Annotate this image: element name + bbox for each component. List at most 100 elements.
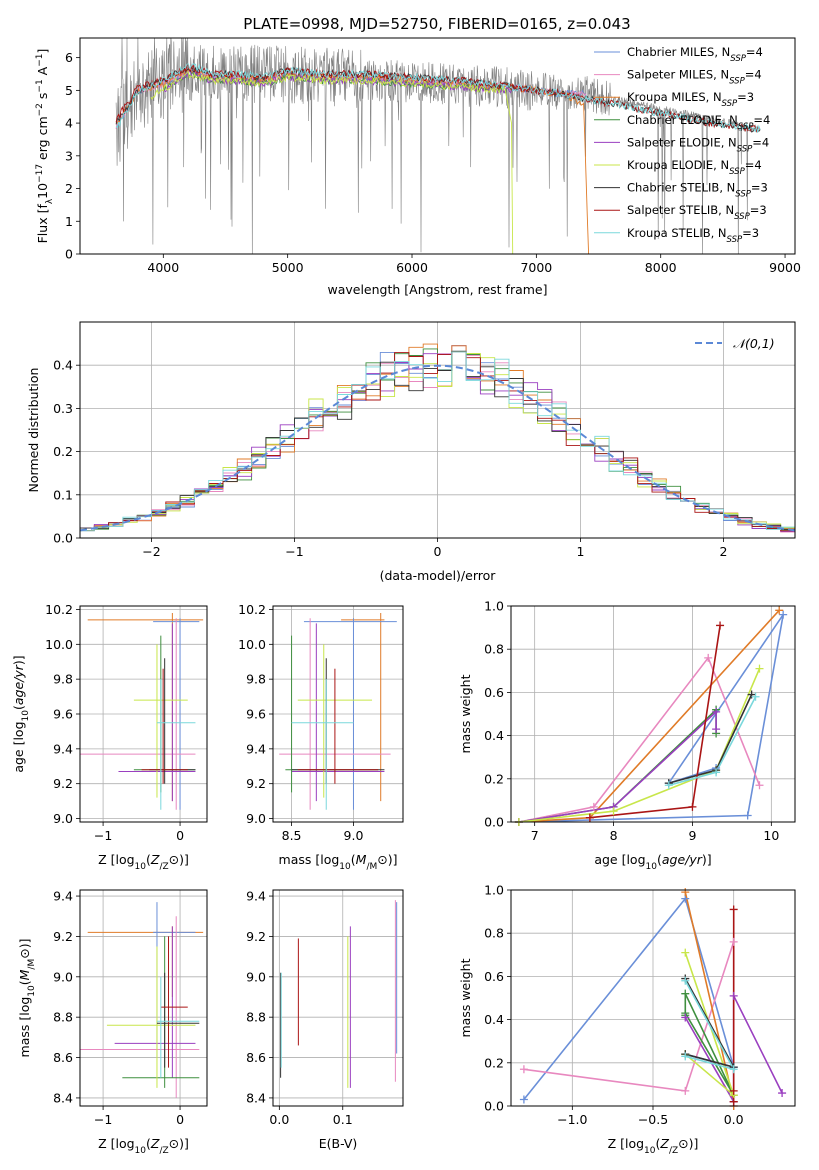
y-tick-label: 10.2 (45, 602, 73, 617)
x-tick-label: 0 (176, 1112, 184, 1127)
y-tick-label: 3 (65, 148, 73, 163)
axes-frame (79, 889, 208, 1107)
y-tick-label: 0.4 (53, 358, 73, 373)
x-tick-label: −1 (94, 1112, 112, 1127)
legend-entry: Chabrier MILES, NSSP=4 (627, 45, 763, 64)
weight-marker (729, 991, 738, 1000)
model-line-6 (150, 70, 514, 254)
axes-frame (272, 605, 404, 823)
y-axis-label: mass weight (458, 674, 473, 753)
y-axis-label: age [log10(age/yr)] (11, 655, 31, 772)
weight-marker (755, 781, 764, 790)
axes-frame (79, 37, 796, 255)
x-tick-label: 0.0 (724, 1112, 744, 1127)
y-tick-label: 9.4 (53, 889, 73, 904)
axes-frame (272, 889, 404, 1107)
weight-marker (712, 707, 721, 716)
weight-line-4 (684, 993, 735, 1096)
residual-histogram-6 (80, 351, 795, 532)
x-tick-label: −1 (285, 544, 303, 559)
weight-marker (779, 610, 788, 619)
y-tick-label: 10.0 (238, 637, 266, 652)
weight-marker (729, 905, 738, 914)
weight-marker (681, 1052, 690, 1061)
x-tick-label: −1 (94, 828, 112, 843)
x-tick-label: 0.1 (333, 1112, 353, 1127)
x-tick-label: 0.0 (269, 1112, 289, 1127)
y-tick-label: 0 (65, 247, 73, 262)
weight-marker (729, 1065, 738, 1074)
y-tick-label: 0.4 (484, 1012, 504, 1027)
plot-area (280, 900, 398, 1088)
model-line-9 (115, 62, 761, 133)
weight-marker (778, 1089, 787, 1098)
mass-vs-z-panel: −1 0 8.4 8.6 8.8 9.0 9.2 9.4 Z [log10(Z/Z⊙)] mass… (17, 889, 208, 1156)
x-tick-label: 8000 (645, 260, 677, 275)
figure-title: PLATE=0998, MJD=52750, FIBERID=0165, z=0… (243, 15, 630, 33)
y-tick-label: 6 (65, 50, 73, 65)
massweight-vs-z-panel: −1.0 −0.5 0.0 0.0 0.2 0.4 0.6 0.8 1.0 mass weight… (458, 883, 796, 1156)
legend-entry: Salpeter STELIB, NSSP=3 (627, 203, 767, 222)
weight-marker (664, 781, 673, 790)
weight-marker (681, 976, 690, 985)
plot-area (80, 343, 795, 533)
weight-line-5 (518, 709, 717, 822)
y-tick-label: 8.8 (246, 1010, 266, 1025)
y-tick-label: 9.8 (53, 672, 73, 687)
x-tick-label: −0.5 (638, 1112, 668, 1127)
residuals-y-axis-label: Normed distribution (26, 368, 41, 493)
y-tick-label: 9.8 (246, 672, 266, 687)
y-tick-label: 9.0 (246, 969, 266, 984)
axes-frame (79, 321, 796, 539)
residual-histogram-9 (80, 351, 795, 532)
y-axis-label: mass [log10(M/M⊙)] (17, 939, 37, 1058)
y-axis-label: mass weight (458, 958, 473, 1037)
y-tick-label: 0.3 (53, 401, 73, 416)
y-tick-label: 8.6 (53, 1050, 73, 1065)
weight-marker (704, 653, 713, 662)
spectrum-x-axis-label: wavelength [Angstrom, rest frame] (327, 282, 547, 297)
legend-entry: Kroupa MILES, NSSP=3 (627, 90, 754, 109)
weight-marker (729, 937, 738, 946)
x-tick-label: 6000 (396, 260, 428, 275)
spectrum-y-axis-label: Flux [fλ10−17 erg cm−2 s−1 A−1] (35, 49, 55, 244)
x-tick-label: 4000 (147, 260, 179, 275)
x-axis-label: age [log10(age/yr)] (594, 852, 711, 872)
y-tick-label: 9.2 (246, 929, 266, 944)
plot-area (518, 609, 784, 822)
x-axis-label: mass [log10(M/M⊙)] (279, 852, 398, 872)
y-tick-label: 8.4 (246, 1090, 266, 1105)
y-tick-label: 9.0 (246, 811, 266, 826)
x-tick-label: 7 (531, 828, 539, 843)
age-vs-z-panel: −1 0 9.0 9.2 9.4 9.6 9.8 10.0 10.2 Z [log10(Z/Z⊙)… (11, 602, 208, 872)
y-tick-label: 0.1 (53, 487, 73, 502)
y-tick-label: 9.2 (53, 929, 73, 944)
y-tick-label: 1.0 (484, 599, 504, 614)
x-tick-label: 0 (176, 828, 184, 843)
plot-area (80, 902, 204, 1098)
weight-line-8 (589, 625, 721, 819)
x-tick-label: 9000 (769, 260, 801, 275)
y-tick-label: 1 (65, 214, 73, 229)
legend-entry: Chabrier STELIB, NSSP=3 (627, 181, 768, 200)
y-tick-label: 4 (65, 116, 73, 131)
weight-line-2 (518, 656, 761, 822)
y-tick-label: 10.2 (238, 602, 266, 617)
y-tick-label: 9.4 (53, 741, 73, 756)
weight-marker (681, 1086, 690, 1095)
plot-area (80, 612, 204, 810)
x-tick-label: 0 (434, 544, 442, 559)
y-tick-label: 0.6 (484, 969, 504, 984)
weight-marker (729, 1097, 738, 1106)
y-tick-label: 9.2 (53, 776, 73, 791)
weight-line-4 (518, 707, 717, 822)
axes-frame (510, 605, 796, 823)
weight-marker (751, 692, 760, 701)
y-tick-label: 9.6 (53, 707, 73, 722)
x-tick-label: 8 (610, 828, 618, 843)
y-tick-label: 0.6 (484, 685, 504, 700)
y-tick-label: 0.0 (53, 531, 73, 546)
x-tick-label: 5000 (272, 260, 304, 275)
x-axis-label: Z [log10(Z/Z⊙)] (98, 852, 189, 872)
y-tick-label: 9.0 (53, 969, 73, 984)
